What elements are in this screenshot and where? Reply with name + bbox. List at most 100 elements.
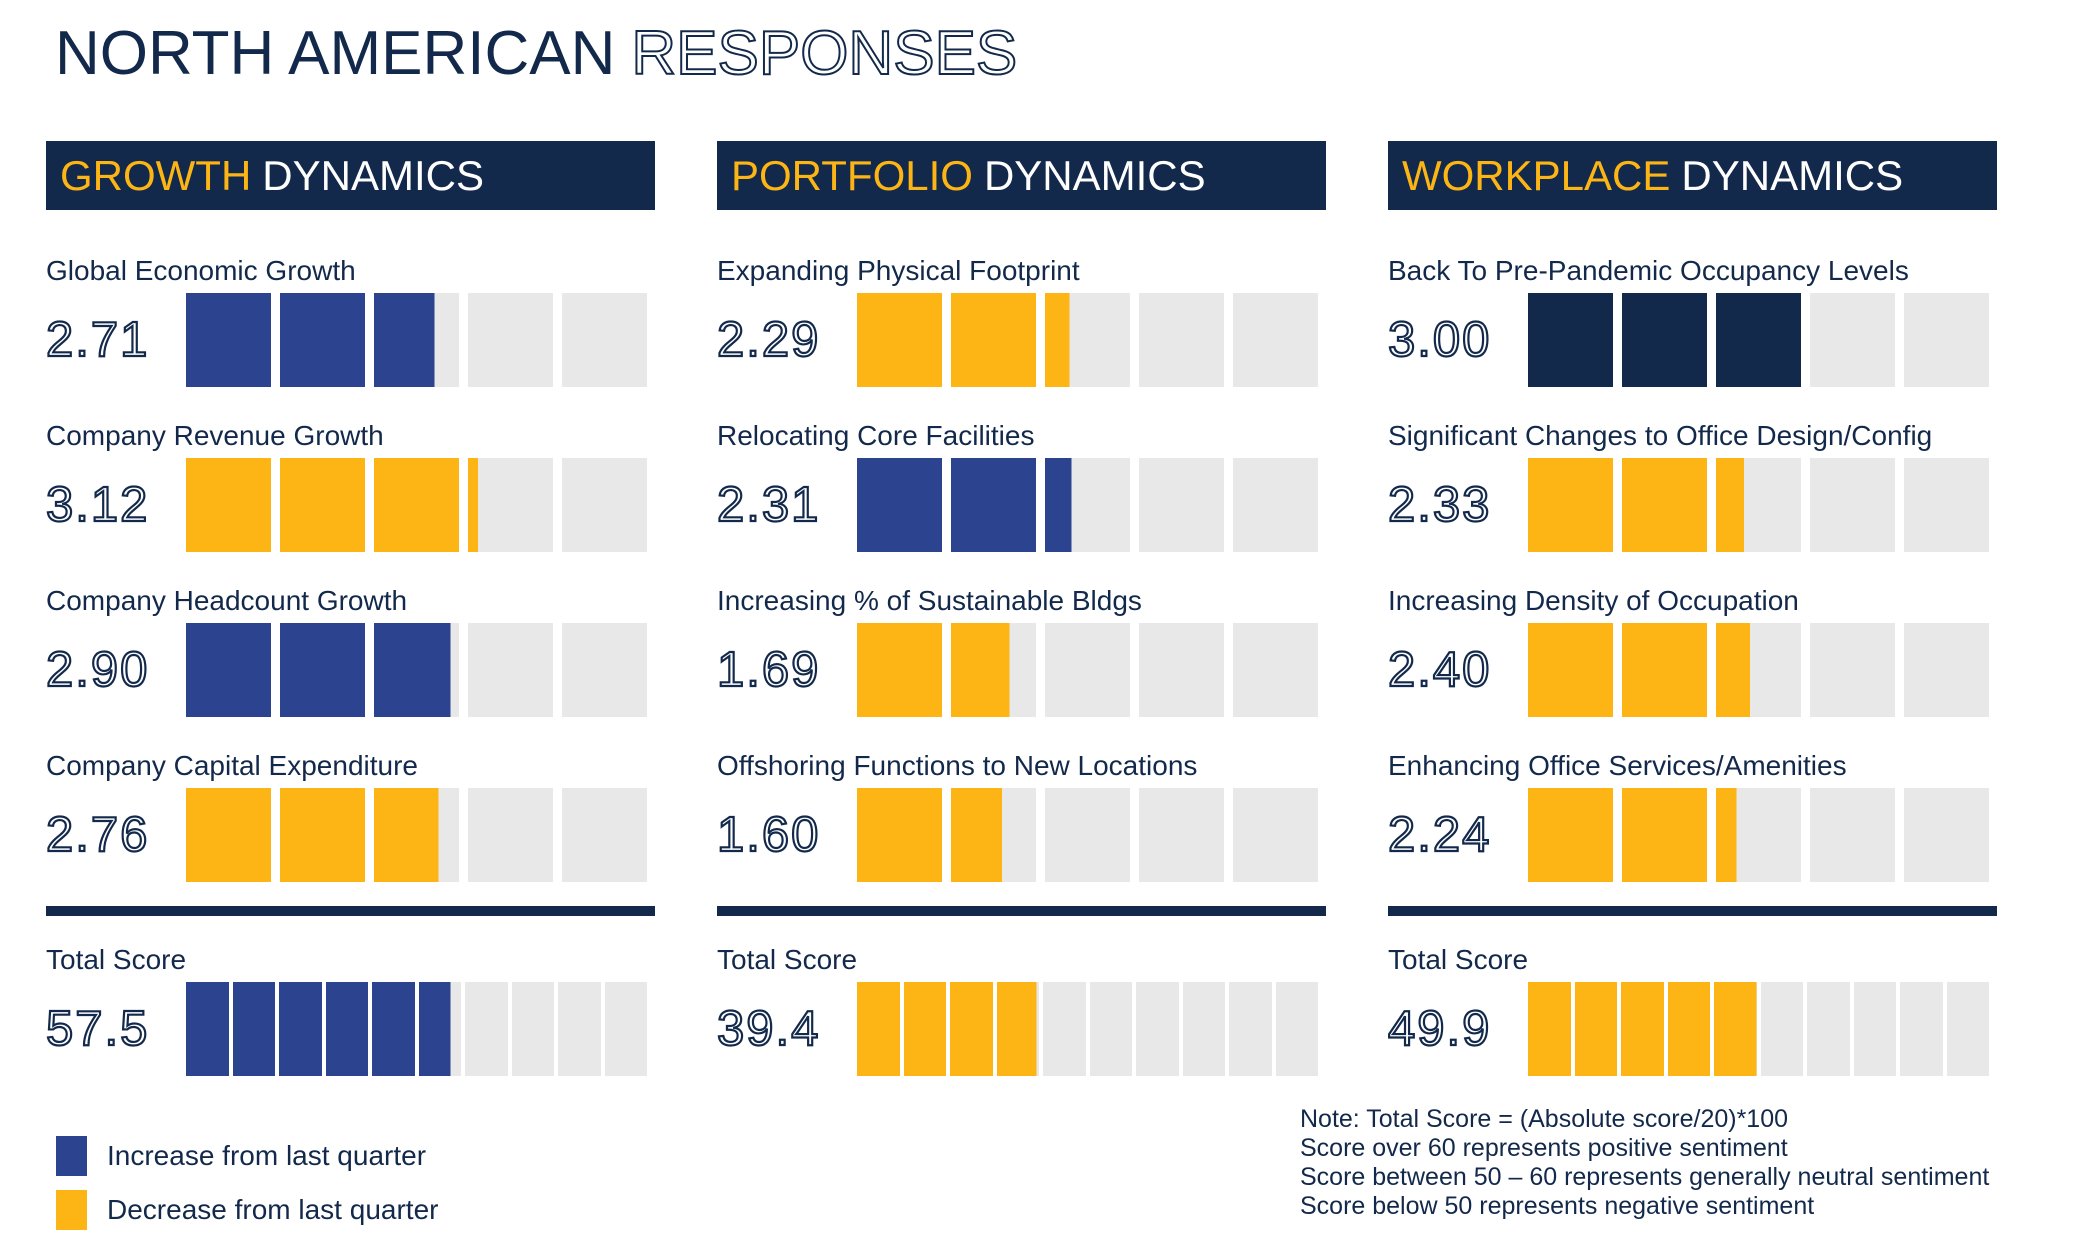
- bar-segment: [1946, 982, 1989, 1076]
- metric-score: 2.24: [1387, 807, 1492, 862]
- bar-segment: [511, 982, 554, 1076]
- bar-segment: [562, 458, 647, 552]
- metric-label: Global Economic Growth: [46, 255, 356, 286]
- metric-block: Increasing % of Sustainable Bldgs 1.69: [716, 585, 1326, 717]
- bar-segment: [1810, 293, 1895, 387]
- metric-label: Enhancing Office Services/Amenities: [1388, 750, 1847, 781]
- bar-segments: [857, 293, 1318, 387]
- metric-block: Enhancing Office Services/Amenities 2.24: [1387, 750, 1997, 882]
- bar-segment: [1139, 623, 1224, 717]
- total-score-block: Total Score 57.5: [45, 944, 655, 1076]
- bar-row: 2.40: [1387, 623, 1997, 717]
- bar-segment: [1275, 982, 1318, 1076]
- bar-segment: [1716, 623, 1801, 717]
- bar-segment: [1528, 982, 1571, 1076]
- bar-segment: [1904, 623, 1989, 717]
- bar-segments: [186, 982, 647, 1076]
- legend-item-decrease: Decrease from last quarter: [56, 1190, 438, 1230]
- bar-segment: [1904, 293, 1989, 387]
- metric-score: 3.12: [45, 477, 150, 532]
- bar-segment: [562, 788, 647, 882]
- metric-score: 2.29: [716, 312, 821, 367]
- bar-segment: [1900, 982, 1943, 1076]
- footnote-line: Score between 50 – 60 represents general…: [1300, 1163, 1990, 1191]
- bar-segment: [857, 623, 942, 717]
- bar-segment: [468, 788, 553, 882]
- bar-segment: [280, 788, 365, 882]
- total-score-label: Total Score: [717, 944, 858, 975]
- metric-score: 2.31: [716, 477, 821, 532]
- total-score-value: 49.9: [1387, 1001, 1492, 1056]
- bar-segment: [562, 623, 647, 717]
- bar-segment: [1043, 982, 1086, 1076]
- bar-segment: [186, 293, 271, 387]
- bar-row: 2.71: [45, 293, 655, 387]
- bar-segment: [950, 982, 993, 1076]
- bar-row: 2.29: [716, 293, 1326, 387]
- dynamics-column: PORTFOLIO DYNAMICS Expanding Physical Foot…: [716, 141, 1326, 1076]
- title-outlined: RESPONSES: [630, 18, 1018, 89]
- metric-label: Expanding Physical Footprint: [717, 255, 1080, 286]
- bar-segment: [1528, 458, 1613, 552]
- metric-score: 2.71: [45, 312, 150, 367]
- column-header-highlight: PORTFOLIO: [731, 151, 973, 199]
- metric-block: Company Headcount Growth 2.90: [45, 585, 655, 717]
- total-divider: [717, 906, 1326, 916]
- column-header-rest: DYNAMICS: [983, 151, 1206, 199]
- metric-block: Relocating Core Facilities 2.31: [716, 420, 1326, 552]
- metric-score: 2.33: [1387, 477, 1492, 532]
- column-header-rest: DYNAMICS: [262, 151, 484, 199]
- column-header-highlight: WORKPLACE: [1402, 151, 1671, 199]
- bar-segment: [374, 458, 459, 552]
- bar-segment: [1528, 293, 1613, 387]
- bar-segment: [468, 293, 553, 387]
- bar-segment: [280, 458, 365, 552]
- bar-segments: [1528, 982, 1989, 1076]
- metric-score: 2.40: [1387, 642, 1492, 697]
- bar-segment: [279, 982, 322, 1076]
- bar-segment: [186, 458, 271, 552]
- bar-segment: [1229, 982, 1272, 1076]
- column-header-highlight: GROWTH: [60, 151, 252, 199]
- metric-block: Offshoring Functions to New Locations 1.6…: [716, 750, 1326, 882]
- total-score-value: 57.5: [45, 1001, 150, 1056]
- metric-score: 3.00: [1387, 312, 1492, 367]
- bar-segment: [374, 623, 459, 717]
- title-primary: NORTH AMERICAN: [55, 19, 616, 88]
- bar-segment: [1139, 293, 1224, 387]
- bar-segment: [280, 293, 365, 387]
- bar-segment: [604, 982, 647, 1076]
- bar-segment: [1716, 458, 1801, 552]
- bar-row: 2.76: [45, 788, 655, 882]
- bar-segment: [418, 982, 461, 1076]
- column-header-rest: DYNAMICS: [1681, 151, 1904, 199]
- bar-segment: [1760, 982, 1803, 1076]
- bar-segment: [1622, 623, 1707, 717]
- bar-segment: [1810, 458, 1895, 552]
- metric-label: Back To Pre-Pandemic Occupancy Levels: [1388, 255, 1909, 286]
- bar-segment: [951, 293, 1036, 387]
- footnote-line: Score below 50 represents negative senti…: [1300, 1192, 1815, 1220]
- metric-block: Global Economic Growth 2.71: [45, 255, 655, 387]
- column-header: PORTFOLIO DYNAMICS: [717, 141, 1326, 210]
- bar-segment: [372, 982, 415, 1076]
- bar-segment: [1233, 293, 1318, 387]
- metric-label: Company Revenue Growth: [46, 420, 384, 451]
- total-score-label: Total Score: [1388, 944, 1529, 975]
- metric-label: Significant Changes to Office Design/Con…: [1388, 420, 1933, 451]
- metric-label: Company Capital Expenditure: [46, 750, 418, 781]
- bar-segment: [1182, 982, 1225, 1076]
- bar-segment: [186, 623, 271, 717]
- bar-segment: [1621, 982, 1664, 1076]
- bar-segment: [465, 982, 508, 1076]
- bar-row: 57.5: [45, 982, 655, 1076]
- bar-segment: [1233, 458, 1318, 552]
- bar-segment: [468, 623, 553, 717]
- bar-segment: [1904, 788, 1989, 882]
- legend-item-increase: Increase from last quarter: [56, 1136, 438, 1176]
- bar-segment: [562, 293, 647, 387]
- total-score-block: Total Score 49.9: [1387, 944, 1997, 1076]
- bar-segment: [325, 982, 368, 1076]
- metric-score: 2.90: [45, 642, 150, 697]
